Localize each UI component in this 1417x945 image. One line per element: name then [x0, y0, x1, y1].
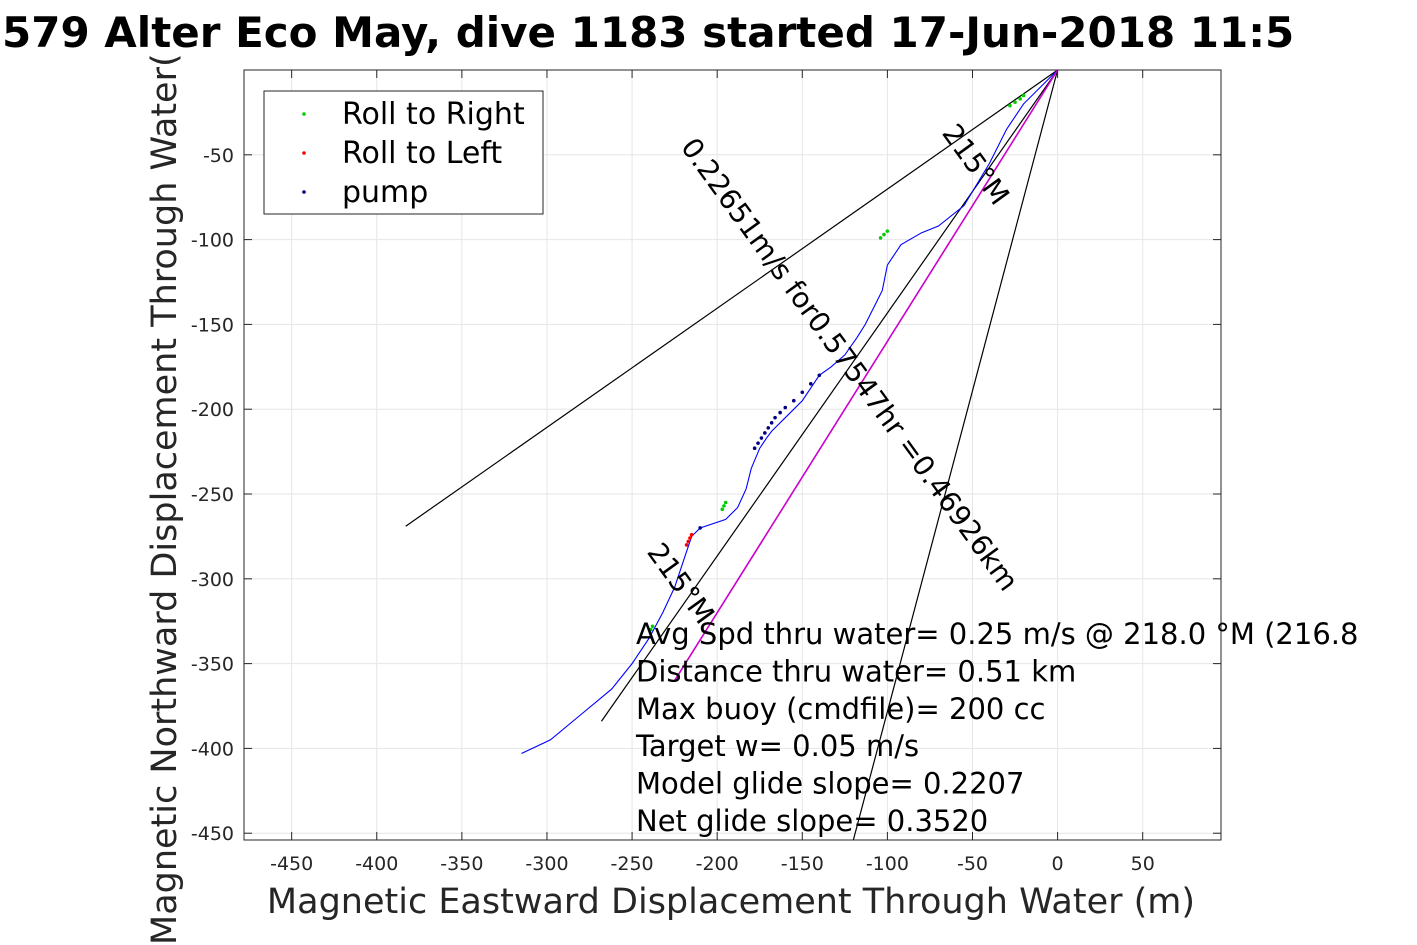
y-tick-label: -450	[191, 823, 234, 845]
point-pump	[752, 446, 757, 451]
x-tick-label: 50	[1131, 853, 1155, 875]
point-pump	[698, 526, 702, 530]
point-pump	[817, 373, 822, 378]
x-tick-label: -100	[866, 853, 909, 875]
point-pump	[791, 398, 796, 403]
x-tick-label: -250	[611, 853, 654, 875]
point-roll-right	[885, 229, 890, 233]
legend-box	[263, 90, 544, 215]
stats-line: Distance thru water= 0.51 km	[636, 654, 1076, 688]
point-pump	[773, 415, 777, 420]
stats-line: Max buoy (cmdfile)= 200 cc	[636, 692, 1045, 726]
point-pump	[769, 420, 774, 425]
reference-line	[405, 69, 1058, 527]
y-tick-label: -400	[191, 738, 234, 760]
point-roll-left	[684, 543, 689, 547]
legend-label: pump	[342, 175, 428, 210]
y-tick-label: -350	[191, 654, 234, 676]
point-pump	[778, 410, 782, 415]
legend-marker	[302, 112, 306, 116]
y-tick-label: -150	[191, 314, 234, 336]
y-axis-label: Magnetic Northward Displacement Through …	[145, 53, 185, 945]
point-roll-right	[878, 236, 883, 240]
point-pump	[763, 431, 767, 435]
point-roll-right	[1021, 93, 1026, 98]
y-tick-label: -250	[191, 484, 234, 506]
heading-label-upper: 215°M	[935, 118, 1016, 212]
y-tick-label: -50	[203, 145, 234, 167]
x-tick-label: -50	[957, 853, 988, 875]
series-layer	[521, 69, 1059, 755]
point-pump	[756, 441, 760, 445]
point-pump	[800, 390, 805, 395]
point-roll-right	[650, 624, 655, 629]
point-pump	[759, 436, 764, 440]
stats-line: Net glide slope= 0.3520	[636, 804, 988, 838]
x-tick-label: -450	[270, 853, 313, 875]
x-tick-label: -150	[781, 853, 824, 875]
x-tick-label: -300	[525, 853, 568, 875]
point-roll-right	[882, 232, 886, 237]
point-pump	[808, 381, 813, 386]
x-tick-label: -400	[355, 853, 398, 875]
axis-ticks: -450 -400 -350 -300 -250 -200 -150 -100 -50 0 50 -5…	[191, 70, 1221, 875]
point-roll-right	[722, 504, 726, 508]
stats-line: Target w= 0.05 m/s	[635, 729, 919, 763]
plot-area	[243, 69, 1222, 841]
y-tick-label: -100	[191, 230, 234, 252]
legend-label: Roll to Left	[342, 136, 502, 171]
point-roll-left	[686, 539, 691, 544]
point-roll-right	[1013, 100, 1017, 105]
chart-title: 579 Alter Eco May, dive 1183 started 17-…	[2, 8, 1294, 57]
series-line-heading	[673, 69, 1059, 681]
point-roll-right	[648, 627, 653, 632]
x-tick-label: -350	[440, 853, 483, 875]
point-pump	[766, 426, 771, 430]
point-roll-right	[720, 507, 725, 512]
series-line-track	[521, 69, 1058, 755]
legend-marker	[302, 151, 306, 155]
reference-line	[852, 69, 1059, 841]
stats-line: Model glide slope= 0.2207	[636, 767, 1024, 801]
x-axis-label: Magnetic Eastward Displacement Through W…	[267, 882, 1195, 922]
stats-line: Avg Spd thru water= 0.25 m/s @ 218.0 °M …	[636, 617, 1358, 651]
legend-marker	[302, 190, 306, 194]
point-roll-left	[688, 536, 692, 540]
x-tick-label: -200	[696, 853, 739, 875]
stats-block: Avg Spd thru water= 0.25 m/s @ 218.0 °M …	[635, 617, 1358, 838]
reference-line	[600, 69, 1059, 722]
legend-label: Roll to Right	[342, 97, 525, 132]
x-tick-label: 0	[1052, 853, 1064, 875]
point-roll-left	[689, 532, 694, 537]
point-roll-right	[1008, 103, 1012, 108]
point-pump	[783, 405, 788, 410]
point-roll-right	[723, 500, 728, 505]
y-tick-label: -300	[191, 569, 234, 591]
reference-lines	[405, 69, 1059, 841]
legend: Roll to Right Roll to Left pump	[263, 90, 544, 215]
points-layer	[648, 93, 1026, 632]
y-tick-label: -200	[191, 399, 234, 421]
point-roll-right	[1018, 97, 1022, 101]
